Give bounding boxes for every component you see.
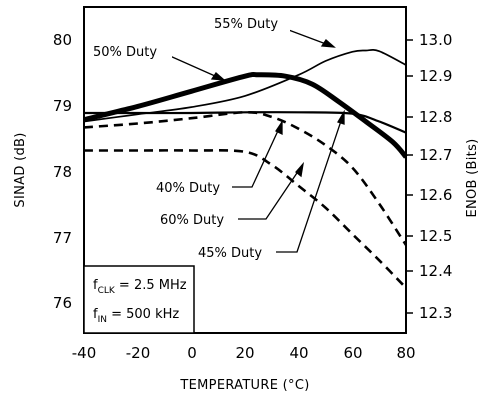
callout-arrow-60-duty xyxy=(238,163,304,220)
left-y-tick-label: 80 xyxy=(53,31,72,49)
callout-arrowhead xyxy=(320,39,336,48)
fin-condition: fIN = 500 kHz xyxy=(93,307,179,325)
callout-arrowhead xyxy=(210,72,226,81)
x-tick-label: -40 xyxy=(72,344,97,362)
series-group xyxy=(83,49,408,289)
right-y-tick-label: 12.6 xyxy=(419,186,452,204)
left-y-tick-label: 78 xyxy=(53,163,72,181)
series-line-60-duty xyxy=(83,110,408,246)
callout-arrowhead xyxy=(337,109,345,125)
right-y-tick-label: 13.0 xyxy=(419,31,452,49)
left-y-tick-label: 77 xyxy=(53,229,72,247)
left-y-tick-label: 76 xyxy=(53,294,72,312)
right-y-tick-label: 12.8 xyxy=(419,108,452,126)
fclk-condition: fCLK = 2.5 MHz xyxy=(93,278,187,296)
right-y-ticks xyxy=(406,39,413,314)
left-y-tick-labels: 76 77 78 79 80 xyxy=(53,31,72,312)
series-line-45-duty xyxy=(83,149,407,289)
callout-label-40-duty: 40% Duty xyxy=(156,181,220,196)
callout-labels: 55% Duty 50% Duty 40% Duty 60% Duty 45% … xyxy=(88,14,290,261)
right-y-tick-label: 12.9 xyxy=(419,67,452,85)
callout-label-45-duty: 45% Duty xyxy=(198,246,262,261)
callout-label-55-duty: 55% Duty xyxy=(214,17,278,32)
x-tick-labels: -40 -20 0 20 40 60 80 xyxy=(72,344,416,362)
plot-frame xyxy=(83,6,407,334)
series-line-50-duty xyxy=(83,71,408,159)
x-tick-label: 80 xyxy=(396,344,415,362)
callout-arrow-45-duty xyxy=(276,111,345,253)
callout-arrowhead xyxy=(295,161,305,178)
callout-arrow-40-duty xyxy=(232,121,283,188)
series-line-55-duty xyxy=(83,49,407,123)
right-y-tick-label: 12.5 xyxy=(419,227,452,245)
left-y-tick-label: 79 xyxy=(53,97,72,115)
x-axis-title: TEMPERATURE (°C) xyxy=(179,378,309,393)
x-tick-label: 40 xyxy=(289,344,308,362)
callout-label-50-duty: 50% Duty xyxy=(93,45,157,60)
x-tick-label: 20 xyxy=(235,344,254,362)
right-y-tick-label: 12.3 xyxy=(419,304,452,322)
left-y-axis-title: SINAD (dB) xyxy=(13,132,28,207)
callout-arrows xyxy=(169,28,345,253)
callout-label-60-duty: 60% Duty xyxy=(160,213,224,228)
right-y-tick-label: 12.4 xyxy=(419,262,452,280)
x-tick-label: 60 xyxy=(343,344,362,362)
test-conditions-box: fCLK = 2.5 MHz fIN = 500 kHz xyxy=(83,265,195,334)
right-y-tick-labels: 12.3 12.4 12.5 12.6 12.7 12.8 12.9 13.0 xyxy=(419,31,452,322)
right-y-axis-title: ENOB (Bits) xyxy=(465,138,480,217)
x-tick-label: 0 xyxy=(187,344,197,362)
x-tick-label: -20 xyxy=(126,344,151,362)
callout-arrowhead xyxy=(275,119,283,136)
right-y-tick-label: 12.7 xyxy=(419,146,452,164)
